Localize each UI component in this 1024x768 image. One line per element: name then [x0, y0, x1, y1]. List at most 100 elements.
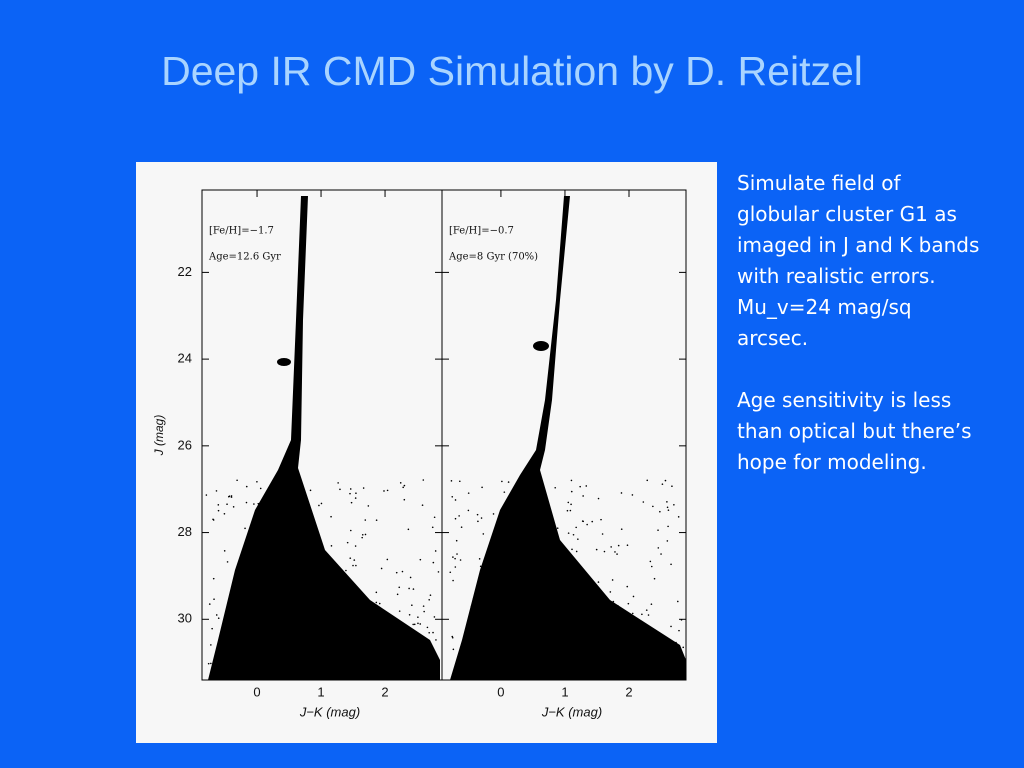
star-dot: [572, 610, 574, 612]
star-dot: [386, 558, 389, 561]
star-dot: [253, 546, 256, 549]
star-dot: [394, 660, 396, 663]
star-dot: [368, 664, 370, 667]
star-dot: [337, 654, 339, 657]
star-dot: [315, 640, 317, 643]
star-dot: [217, 652, 219, 655]
star-dot: [248, 632, 251, 635]
star-dot: [525, 620, 528, 622]
star-dot: [320, 625, 323, 628]
star-dot: [477, 614, 480, 617]
star-dot: [223, 512, 226, 515]
star-dot: [379, 666, 381, 668]
star-dot: [350, 612, 353, 615]
star-dot: [435, 639, 437, 641]
star-dot: [646, 479, 649, 482]
star-dot: [263, 527, 265, 530]
star-dot: [301, 494, 303, 497]
star-dot: [554, 486, 557, 489]
star-dot: [596, 592, 598, 594]
star-dot: [609, 659, 612, 661]
paragraph: Age sensitivity is less than optical but…: [737, 388, 972, 474]
x-tick-label: 2: [625, 684, 632, 699]
star-dot: [330, 623, 333, 626]
x-tick-label: 1: [561, 684, 568, 699]
star-dot: [519, 480, 521, 482]
star-dot: [353, 559, 356, 561]
star-dot: [320, 565, 322, 568]
star-dot: [403, 484, 406, 487]
star-dot: [230, 496, 233, 498]
star-dot: [530, 551, 533, 554]
star-dot: [591, 630, 593, 632]
x-tick-label: 1: [317, 684, 324, 699]
star-dot: [411, 604, 413, 607]
star-dot: [244, 567, 246, 570]
star-dot: [432, 631, 434, 634]
star-dot: [661, 648, 663, 651]
star-dot: [243, 650, 246, 652]
star-dot: [396, 593, 399, 596]
star-dot: [576, 676, 579, 678]
star-dot: [233, 577, 236, 579]
star-dot: [351, 646, 353, 648]
star-dot: [364, 519, 367, 521]
star-dot: [354, 497, 357, 499]
star-dot: [581, 572, 583, 574]
star-dot: [479, 565, 482, 568]
star-dot: [631, 612, 634, 615]
star-dot: [632, 595, 635, 598]
star-dot: [290, 568, 293, 570]
star-dot: [286, 510, 288, 513]
y-tick-label: 24: [178, 351, 192, 366]
star-dot: [596, 656, 598, 658]
star-dot: [421, 504, 424, 506]
star-dot: [503, 491, 506, 493]
star-dot: [296, 570, 298, 572]
star-dot: [367, 661, 370, 664]
star-dot: [667, 525, 669, 528]
star-dot: [333, 628, 335, 631]
star-dot: [245, 638, 248, 640]
star-dot: [365, 651, 367, 654]
star-dot: [358, 591, 360, 594]
star-dot: [408, 613, 411, 616]
star-dot: [318, 589, 321, 591]
star-dot: [398, 586, 401, 589]
star-dot: [433, 516, 436, 519]
star-dot: [245, 485, 248, 488]
star-dot: [614, 551, 616, 553]
star-dot: [387, 618, 389, 621]
star-dot: [599, 614, 601, 617]
star-dot: [270, 567, 272, 570]
star-dot: [341, 613, 344, 616]
star-dot: [385, 633, 388, 635]
star-dot: [454, 499, 457, 501]
star-dot: [577, 579, 580, 581]
star-dot: [617, 604, 619, 607]
star-dot: [458, 515, 460, 517]
star-dot: [496, 565, 498, 568]
star-dot: [299, 653, 301, 656]
star-dot: [218, 668, 221, 670]
star-dot: [571, 548, 573, 551]
star-dot: [480, 517, 483, 519]
star-dot: [650, 603, 653, 605]
star-dot: [408, 654, 411, 656]
star-dot: [229, 638, 232, 641]
star-dot: [318, 504, 320, 507]
star-dot: [645, 609, 648, 611]
star-dot: [514, 668, 517, 671]
star-dot: [211, 669, 213, 671]
star-dot: [619, 659, 621, 662]
star-dot: [567, 532, 570, 534]
star-dot: [459, 559, 462, 561]
star-dot: [584, 610, 586, 612]
star-dot: [287, 595, 290, 597]
star-dot: [273, 542, 276, 544]
star-dot: [283, 625, 285, 627]
star-dot: [452, 579, 454, 582]
star-dot: [581, 520, 584, 522]
red-clump: [533, 341, 549, 351]
panel-note: [Fe/H]=−0.7: [449, 226, 514, 237]
